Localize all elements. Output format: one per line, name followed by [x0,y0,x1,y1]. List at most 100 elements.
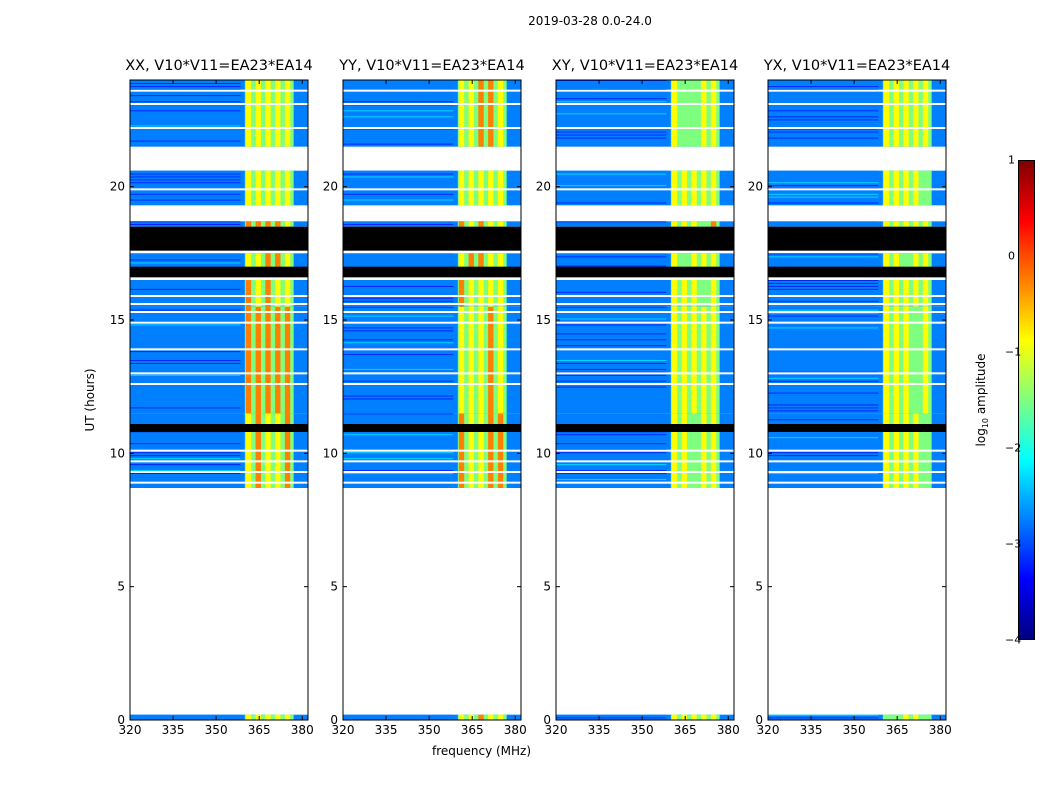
colorbar [1018,160,1035,640]
noise-row [556,170,667,172]
rfi-stripe [671,80,678,147]
noise-row [768,345,879,347]
noise-row [768,395,879,397]
rfi-stripe [245,280,252,307]
axes-frame [129,79,309,721]
rfi-stripe [681,280,687,307]
rfi-stripe [913,221,919,227]
noise-row [130,440,241,442]
rfi-stripe [497,306,504,414]
noise-row [768,280,879,281]
noise-row [343,398,454,400]
panel-plot-yy: 0 5 10 15 20 320 335 350 365 380 [323,79,527,737]
rfi-stripe [671,253,678,275]
noise-row [343,131,454,133]
noise-row [768,116,879,118]
rfi-stripe [245,221,252,227]
rfi-stripe [488,80,494,147]
noise-row [130,224,241,225]
rfi-stripe [245,253,252,275]
gap-line [556,303,734,305]
noise-row [343,119,454,121]
noise-row [556,404,667,406]
noise-row [768,327,879,329]
noise-row [768,101,879,103]
noise-row [768,342,879,344]
colorbar-tick: 0 [1008,249,1015,263]
rfi-stripe [284,280,291,307]
noise-row [556,333,667,335]
noise-row [343,107,454,109]
noise-row [768,83,879,85]
noise-row [343,182,454,184]
noise-row [343,137,454,139]
noise-row [768,360,879,361]
noise-row [768,92,879,94]
rfi-stripe [255,170,261,206]
noise-row [768,265,879,267]
gap-line [130,372,308,375]
rfi-stripe [903,253,909,275]
noise-row [556,342,667,344]
noise-row [343,199,454,201]
noise-row [343,422,454,424]
gap-line [768,383,946,385]
noise-row [556,473,667,475]
noise-row [768,182,879,184]
noise-row [130,89,241,91]
noise-row [768,119,879,121]
noise-row [130,339,241,341]
noise-row [343,86,454,88]
rfi-stripe [893,253,899,275]
rfi-stripe [671,170,678,206]
noise-row [343,185,454,187]
rfi-stripe [671,280,678,307]
y-tick-label: 20 [323,180,338,194]
rfi-stripe [255,221,261,227]
noise-row [556,83,667,85]
noise-row [343,173,454,175]
y-tick-label: 0 [543,713,551,727]
rfi-stripe [497,221,504,227]
noise-row [343,140,454,142]
rfi-stripe [893,306,899,414]
noise-row [768,86,879,88]
x-tick-label: 350 [843,723,866,737]
noise-row [130,476,241,478]
noise-row [556,398,667,400]
noise-row [768,455,879,457]
noise-row [130,470,241,472]
y-tick-label: 20 [748,180,763,194]
noise-row [768,476,879,478]
rfi-stripe [275,80,281,147]
noise-row [556,485,667,487]
noise-row [343,83,454,85]
noise-row [556,374,667,376]
noise-row [768,318,879,320]
noise-row [556,467,667,469]
rfi-stripe [468,221,474,227]
gap-line [343,103,521,105]
panel-yx: YX, V10*V11=EA23*EA14 0 5 10 15 20 320 335 350 3… [748,58,952,737]
noise-row [768,170,879,172]
noise-row [556,196,667,198]
rfi-stripe [701,253,707,275]
noise-row [130,434,241,436]
noise-row [768,110,879,112]
gap-line [130,311,308,313]
colorbar-tick: −3 [1005,537,1022,551]
rfi-stripe [710,170,717,206]
noise-row [768,193,879,195]
noise-row [343,407,454,409]
noise-row [768,437,879,439]
noise-row [130,362,241,364]
noise-row [130,467,241,469]
gap-line [556,89,734,92]
panel-title-yy: YY, V10*V11=EA23*EA14 [339,58,525,74]
noise-row [768,470,879,472]
y-tick-label: 15 [536,313,551,327]
noise-row [130,714,241,716]
noise-row [556,339,667,341]
noise-row [130,380,241,382]
noise-row [130,143,241,145]
